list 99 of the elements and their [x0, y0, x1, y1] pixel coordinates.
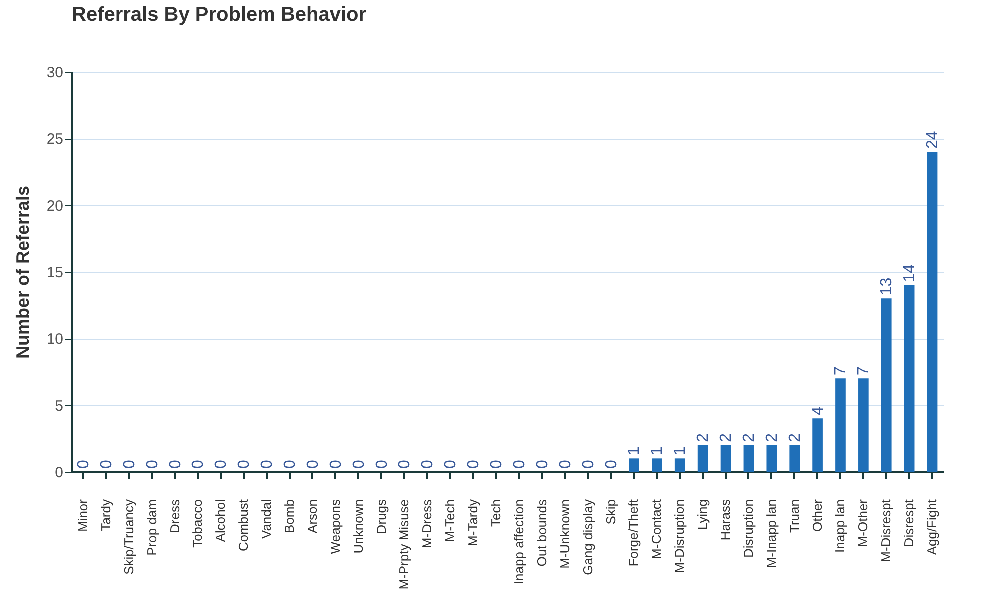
data-label: 1: [649, 446, 666, 456]
y-tick-label: 25: [46, 131, 64, 148]
data-label: 2: [695, 433, 712, 442]
data-label: 0: [121, 460, 138, 469]
data-label: 0: [304, 460, 322, 469]
y-tick-label: 5: [55, 398, 64, 415]
data-label: 0: [396, 460, 414, 469]
x-tick-label: Tech: [488, 500, 504, 527]
data-label: 1: [672, 446, 690, 456]
x-tick-label: Inapp affection: [511, 500, 526, 585]
x-tick-label: Dress: [167, 499, 182, 534]
bar: [629, 458, 640, 472]
data-label: 0: [190, 460, 208, 469]
x-tick-label: Alcohol: [213, 499, 228, 542]
data-label: 2: [764, 433, 781, 442]
y-tick-label: 10: [46, 331, 64, 348]
data-label: 2: [740, 433, 758, 442]
x-tick-label: Minor: [75, 498, 90, 532]
x-tick-label: Prop dam: [144, 500, 160, 556]
bar: [812, 418, 823, 472]
data-label: 0: [534, 460, 552, 469]
data-label: 13: [878, 278, 896, 296]
data-label: 0: [75, 460, 92, 469]
x-tick-label: Tardy: [98, 499, 114, 532]
data-label: 0: [236, 460, 254, 469]
data-label: 7: [832, 366, 850, 376]
x-tick-label: M-Contact: [649, 499, 664, 560]
data-label: 2: [718, 433, 735, 442]
bar: [652, 458, 662, 472]
data-label: 0: [282, 460, 299, 469]
x-tick-label: Truan: [786, 500, 802, 533]
x-tick-label: Drugs: [374, 499, 389, 534]
bar: [836, 378, 846, 472]
data-label: 0: [511, 460, 528, 469]
x-tick-label: Gang display: [580, 499, 596, 576]
data-label: 0: [144, 460, 162, 469]
data-label: 0: [213, 460, 230, 469]
data-label: 0: [557, 460, 574, 469]
bar: [790, 445, 800, 472]
data-label: 0: [603, 460, 620, 469]
bar: [766, 445, 778, 472]
x-tick-label: Skip: [603, 500, 618, 525]
y-tick-label: 30: [46, 64, 64, 82]
x-tick-label: Forge/Theft: [626, 499, 642, 567]
chart-title: Referrals By Problem Behavior: [72, 4, 367, 26]
x-tick-label: M-Tech: [442, 500, 458, 542]
x-tick-label: M-Unknown: [557, 500, 572, 569]
bar: [927, 152, 938, 472]
x-tick-label: M-Tardy: [466, 499, 481, 546]
y-tick-label: 15: [46, 264, 64, 282]
x-tick-label: Disruption: [740, 500, 756, 558]
x-tick-label: M-Prpty Misuse: [396, 500, 412, 590]
x-tick-label: Combust: [236, 499, 252, 552]
data-label: 0: [442, 460, 460, 469]
x-tick-label: Unknown: [350, 500, 366, 554]
bar: [674, 458, 686, 472]
y-tick-label: 0: [55, 464, 64, 482]
x-tick-label: Skip/Truancy: [121, 499, 136, 575]
x-tick-label: Tobacco: [190, 500, 206, 548]
data-label: 0: [259, 460, 276, 469]
x-tick-label: M-Dress: [420, 499, 435, 549]
x-tick-label: M-Inapp lan: [764, 500, 779, 568]
x-tick-label: Other: [810, 498, 825, 532]
data-label: 0: [466, 460, 483, 469]
x-tick-label: Agg/Fight: [924, 499, 940, 556]
y-tick-label: 20: [46, 198, 64, 215]
x-tick-label: Harass: [718, 499, 733, 541]
data-label: 24: [924, 131, 942, 149]
bar: [858, 378, 869, 472]
data-label: 0: [580, 460, 598, 469]
x-tick-label: Vandal: [259, 499, 274, 540]
data-label: 0: [350, 460, 368, 469]
x-tick-label: M-Other: [856, 498, 871, 548]
x-tick-label: Arson: [304, 500, 320, 534]
x-tick-label: M-Disrespt: [878, 499, 894, 562]
x-tick-label: Inapp lan: [832, 500, 848, 553]
data-label: 0: [420, 460, 437, 469]
x-tick-label: Weapons: [328, 499, 343, 554]
x-tick-label: Bomb: [282, 500, 297, 534]
data-label: 0: [167, 460, 184, 469]
bar: [744, 445, 754, 472]
data-label: 2: [786, 433, 804, 442]
data-label: 4: [810, 406, 827, 416]
y-axis-title: Number of Referrals: [12, 186, 33, 360]
bar: [720, 445, 732, 472]
bar: [904, 285, 915, 472]
x-tick-label: M-Disruption: [672, 500, 688, 574]
data-label: 14: [902, 264, 919, 282]
x-tick-label: Lying: [695, 500, 710, 530]
data-label: 0: [98, 460, 116, 469]
data-label: 0: [328, 460, 345, 469]
x-tick-label: Out bounds: [534, 499, 550, 567]
data-label: 0: [488, 460, 506, 469]
data-label: 7: [856, 366, 873, 376]
data-label: 0: [374, 460, 391, 469]
bar: [881, 298, 892, 472]
bar: [698, 445, 708, 472]
x-tick-label: Disrespt: [902, 499, 917, 548]
data-label: 1: [626, 446, 644, 456]
